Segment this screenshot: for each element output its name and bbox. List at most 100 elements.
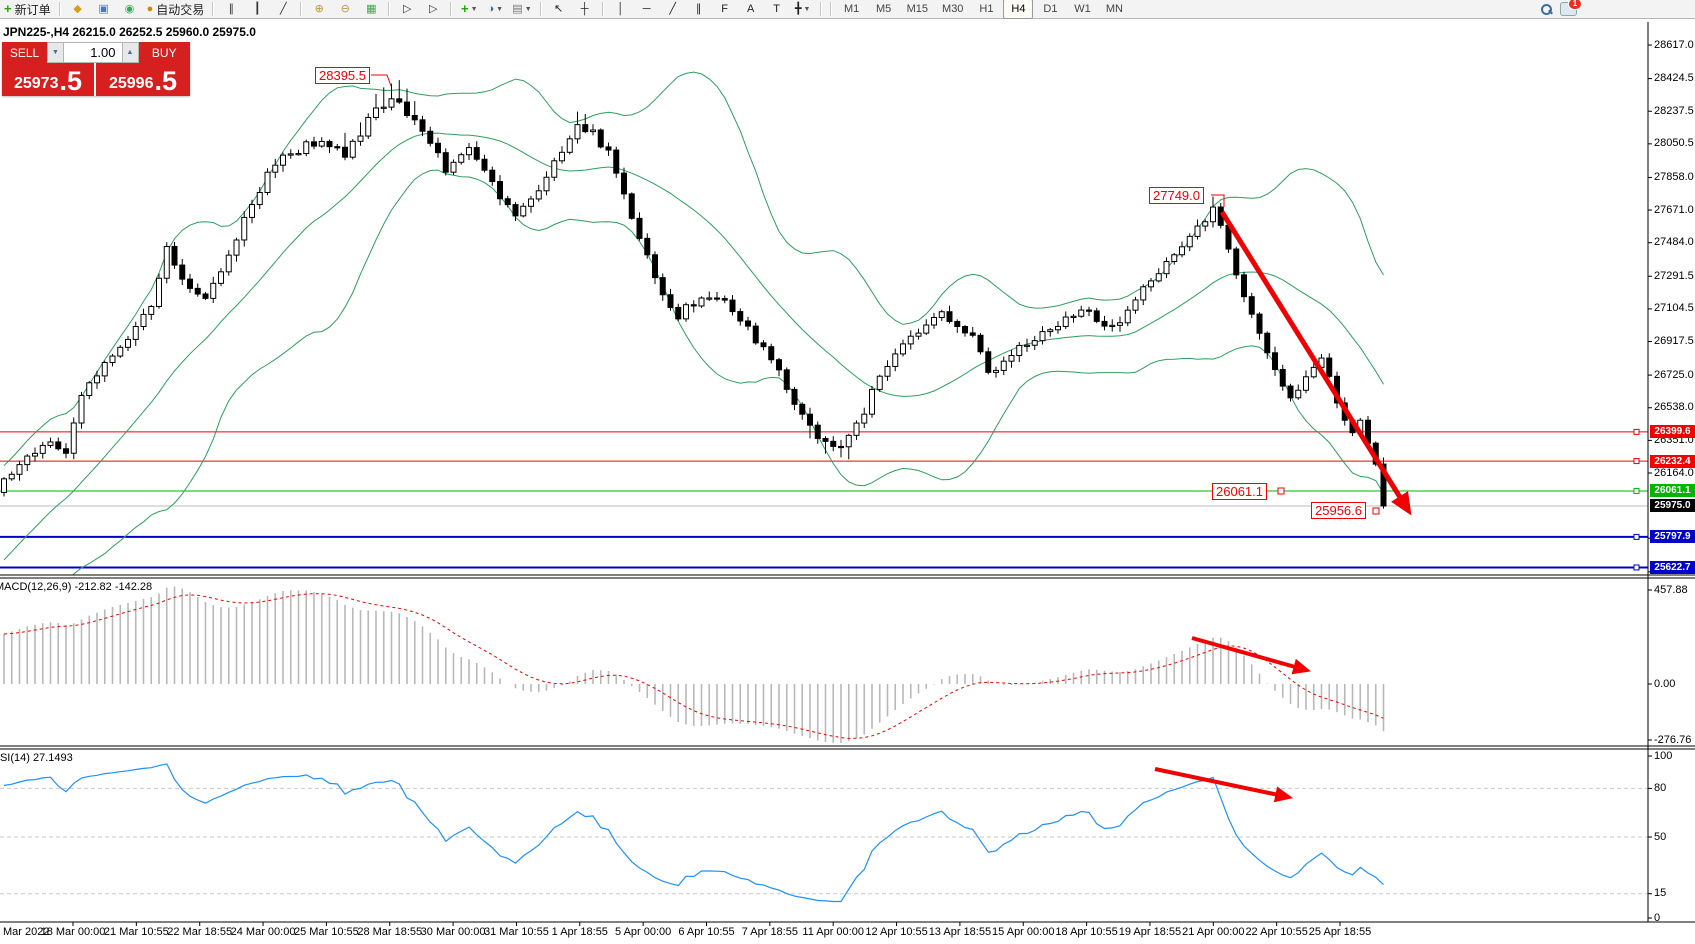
timeframe-h4-button[interactable]: H4 bbox=[1003, 0, 1034, 19]
tile-windows-button[interactable]: ▦ bbox=[359, 0, 383, 18]
candle bbox=[140, 313, 147, 328]
sell-price[interactable]: 25973 .5 bbox=[2, 63, 94, 96]
candle bbox=[1055, 325, 1061, 331]
add-indicator-button[interactable]: + ▼ bbox=[457, 0, 481, 18]
data-window-icon: ▣ bbox=[98, 3, 109, 15]
chat-icon[interactable]: 1 bbox=[1560, 0, 1582, 16]
data-window-button[interactable]: ▣ bbox=[92, 0, 116, 18]
chart-frame bbox=[0, 22, 1695, 926]
timeframe-mn-button[interactable]: MN bbox=[1105, 3, 1123, 15]
autotrading-button[interactable]: ● 自动交易 bbox=[144, 0, 208, 18]
candle bbox=[760, 342, 767, 348]
trend-arrow-macd[interactable] bbox=[1191, 636, 1312, 675]
label-26061-anchor[interactable] bbox=[1277, 487, 1285, 495]
timeframe-d1-button[interactable]: D1 bbox=[1043, 3, 1058, 15]
macd-value-main: -212.82 bbox=[74, 581, 112, 593]
candle bbox=[690, 304, 697, 307]
label-26061[interactable]: 26061.1 bbox=[1212, 483, 1267, 500]
crosshair-icon: ┼ bbox=[580, 3, 589, 15]
label-25956-anchor[interactable] bbox=[1372, 507, 1380, 515]
candle bbox=[16, 464, 23, 475]
arrows-button[interactable]: ╋ ▼ bbox=[791, 0, 815, 18]
candle bbox=[574, 124, 581, 140]
timeframe-m5-button[interactable]: M5 bbox=[875, 3, 892, 15]
candle bbox=[1303, 376, 1309, 391]
new-order-button[interactable]: + 新订单 bbox=[1, 0, 54, 18]
candle bbox=[737, 311, 744, 322]
target-line-1-handle[interactable] bbox=[1633, 533, 1640, 540]
chart-shift-button[interactable]: ▷ bbox=[421, 0, 445, 18]
candle bbox=[559, 151, 565, 162]
timeframe-h1-button[interactable]: H1 bbox=[979, 3, 994, 15]
crosshair-button[interactable]: ┼ bbox=[573, 0, 597, 18]
periods-button[interactable]: ◑ ▼ bbox=[483, 0, 507, 18]
label-28395[interactable]: 28395.5 bbox=[315, 67, 370, 84]
signals-button[interactable]: ◉ bbox=[118, 0, 142, 18]
timeframe-w1-button[interactable]: W1 bbox=[1074, 3, 1091, 15]
zoom-in-button[interactable]: ⊕ bbox=[307, 0, 331, 18]
candle bbox=[1031, 340, 1038, 346]
rsi-label: RSI(14) 27.1493 bbox=[0, 752, 73, 764]
buy-button[interactable]: BUY bbox=[138, 42, 190, 63]
timeframe-m1-button[interactable]: M1 bbox=[843, 3, 860, 15]
candle bbox=[171, 245, 178, 266]
bollinger-lower-band[interactable] bbox=[4, 169, 1384, 654]
target-line-1-price-badge: 25797.9 bbox=[1650, 530, 1695, 544]
volume-decrease-button[interactable]: ▼ bbox=[47, 42, 64, 63]
time-tick: Mar 2022 bbox=[3, 926, 50, 938]
candle bbox=[473, 147, 480, 160]
target-line-2-handle[interactable] bbox=[1633, 564, 1640, 571]
buy-price[interactable]: 25996 .5 bbox=[96, 63, 190, 96]
volume-increase-button[interactable]: ▲ bbox=[121, 42, 139, 63]
candle bbox=[70, 422, 77, 454]
resistance-line-2-handle[interactable] bbox=[1633, 458, 1640, 465]
templates-button[interactable]: ▤ ▼ bbox=[509, 0, 534, 18]
macd-axis-tick: 457.88 bbox=[1654, 583, 1688, 596]
bollinger-middle-band[interactable] bbox=[3, 132, 1384, 561]
search-icon[interactable] bbox=[1540, 3, 1552, 15]
market-watch-button[interactable]: ◆ bbox=[66, 0, 90, 18]
zoom-out-button[interactable]: ⊖ bbox=[333, 0, 357, 18]
trend-arrow-rsi[interactable] bbox=[1154, 767, 1294, 803]
candlestick-chart-button[interactable]: ┃ bbox=[245, 0, 269, 18]
timeframe-m30-button[interactable]: M30 bbox=[942, 3, 964, 15]
line-chart-button[interactable]: ╱ bbox=[271, 0, 295, 18]
channel-button[interactable]: ∥ bbox=[687, 0, 711, 18]
timeframe-m15-button[interactable]: M15 bbox=[906, 3, 929, 15]
label-27749[interactable]: 27749.0 bbox=[1149, 187, 1204, 204]
trendline-button[interactable]: ╱ bbox=[661, 0, 685, 18]
auto-scroll-icon: ▷ bbox=[403, 3, 412, 15]
auto-scroll-button[interactable]: ▷ bbox=[395, 0, 419, 18]
rsi-plot bbox=[0, 763, 1648, 903]
candle bbox=[566, 138, 573, 153]
fibonacci-button[interactable]: F bbox=[713, 0, 737, 18]
volume-input[interactable]: 1.00 bbox=[64, 42, 122, 63]
horizontal-line-button[interactable]: ─ bbox=[635, 0, 659, 18]
candle bbox=[442, 152, 449, 173]
candle bbox=[1194, 225, 1201, 237]
resistance-line-1-handle[interactable] bbox=[1633, 428, 1640, 435]
candle bbox=[830, 440, 837, 447]
cursor-button[interactable]: ↖ bbox=[547, 0, 571, 18]
support-line-green-handle[interactable] bbox=[1633, 487, 1640, 494]
chevron-down-icon: ▼ bbox=[803, 5, 811, 13]
trend-arrow-main[interactable] bbox=[1219, 210, 1412, 516]
text-label-button[interactable]: T bbox=[765, 0, 789, 18]
time-tick: 25 Apr 18:55 bbox=[1308, 926, 1372, 938]
text-button[interactable]: A bbox=[739, 0, 763, 18]
candle bbox=[1109, 324, 1116, 328]
candle bbox=[148, 306, 155, 315]
sell-button[interactable]: SELL bbox=[2, 42, 47, 63]
label-25956[interactable]: 25956.6 bbox=[1311, 502, 1366, 519]
new-order-label: 新订单 bbox=[14, 2, 51, 17]
time-tick: 18 Mar 00:00 bbox=[40, 926, 106, 938]
bar-chart-button[interactable]: ∥ bbox=[219, 0, 243, 18]
candle bbox=[768, 346, 775, 361]
candle bbox=[1000, 360, 1007, 371]
candle bbox=[1093, 310, 1100, 322]
candle bbox=[884, 365, 891, 377]
vertical-line-button[interactable]: │ bbox=[609, 0, 633, 18]
bollinger-upper-band[interactable] bbox=[3, 71, 1384, 467]
cursor-icon: ↖ bbox=[554, 3, 564, 15]
